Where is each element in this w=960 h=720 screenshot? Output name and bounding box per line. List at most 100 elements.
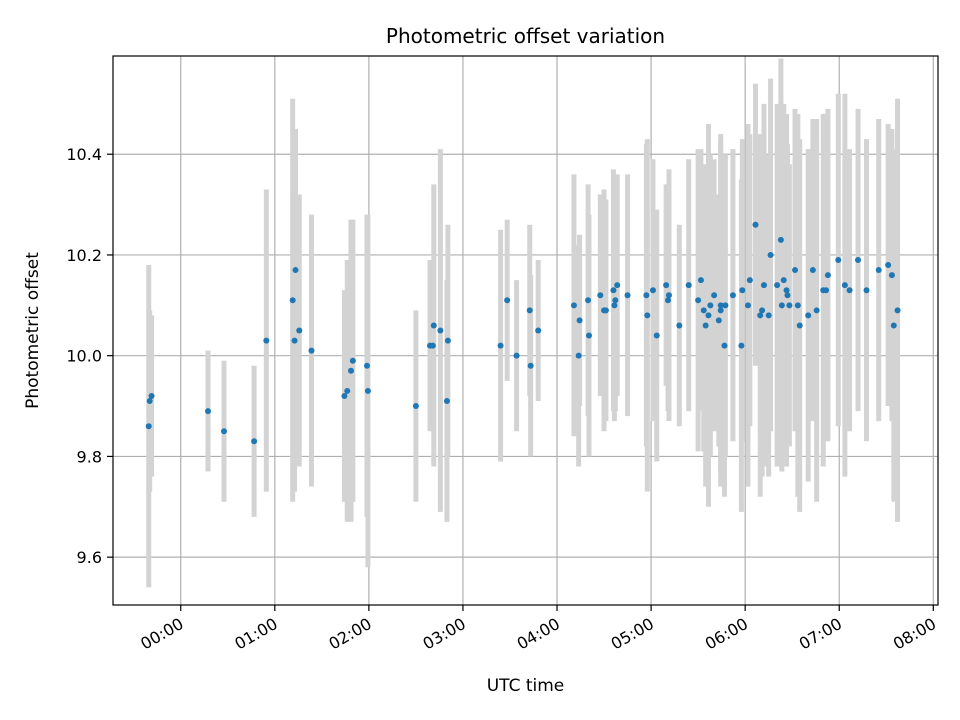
data-point	[746, 277, 753, 284]
data-point	[665, 297, 672, 304]
data-point	[602, 307, 609, 314]
data-point	[875, 267, 882, 274]
data-point	[863, 287, 870, 294]
data-point	[855, 256, 862, 263]
data-point	[744, 302, 751, 309]
data-point	[805, 312, 812, 319]
data-points	[145, 221, 901, 445]
data-point	[796, 322, 803, 329]
data-point	[437, 327, 444, 334]
x-tick-label: 02:00	[325, 614, 374, 654]
data-point	[308, 347, 315, 354]
data-point	[412, 403, 419, 410]
data-point	[739, 287, 746, 294]
data-point	[205, 408, 212, 415]
chart-title: Photometric offset variation	[386, 24, 665, 48]
data-point	[576, 317, 583, 324]
data-point	[774, 282, 781, 289]
data-point	[349, 357, 356, 364]
data-point	[612, 297, 619, 304]
data-point	[721, 342, 728, 349]
data-point	[444, 337, 451, 344]
data-point	[760, 282, 767, 289]
data-point	[729, 292, 736, 299]
data-point	[757, 312, 764, 319]
data-point	[702, 322, 709, 329]
data-point	[644, 312, 651, 319]
data-point	[711, 292, 718, 299]
data-point	[697, 277, 704, 284]
data-point	[794, 302, 801, 309]
x-axis-label: UTC time	[487, 676, 565, 696]
data-point	[846, 287, 853, 294]
x-tick-label: 00:00	[137, 614, 186, 654]
data-point	[813, 307, 820, 314]
data-point	[526, 307, 533, 314]
data-point	[777, 236, 784, 243]
data-point	[341, 392, 348, 399]
data-point	[585, 332, 592, 339]
x-tick-label: 07:00	[796, 614, 845, 654]
data-point	[148, 392, 155, 399]
y-axis-label: Photometric offset	[23, 252, 43, 409]
plot-frame	[112, 55, 939, 606]
data-point	[780, 277, 787, 284]
data-point	[614, 282, 621, 289]
data-point	[624, 292, 631, 299]
data-point	[888, 272, 895, 279]
data-point	[663, 282, 670, 289]
data-point	[767, 251, 774, 258]
data-point	[291, 337, 298, 344]
data-point	[894, 307, 901, 314]
data-point	[429, 342, 436, 349]
x-tick-label: 06:00	[702, 614, 751, 654]
x-tick-label: 03:00	[420, 614, 469, 654]
data-point	[890, 322, 897, 329]
x-tick-label: 04:00	[514, 614, 563, 654]
data-point	[145, 423, 152, 430]
data-point	[752, 221, 759, 228]
data-point	[717, 307, 724, 314]
data-point	[717, 302, 724, 309]
data-point	[700, 307, 707, 314]
data-point	[653, 332, 660, 339]
y-tick-label: 9.6	[77, 548, 102, 567]
data-point	[786, 302, 793, 309]
data-point	[497, 342, 504, 349]
data-point	[705, 312, 712, 319]
y-tick-label: 10.4	[66, 145, 102, 164]
x-axis-ticks: 00:00 01:00 02:00 03:00 04:00 05:00 06:00 07:00…	[137, 605, 939, 654]
data-point	[263, 337, 270, 344]
data-point	[575, 352, 582, 359]
data-point	[722, 302, 729, 309]
data-point	[778, 302, 785, 309]
data-point	[715, 317, 722, 324]
data-point	[296, 327, 303, 334]
data-point	[504, 297, 511, 304]
data-point	[535, 327, 542, 334]
data-point	[364, 387, 371, 394]
data-point	[347, 367, 354, 374]
data-point	[665, 292, 672, 299]
error-bars	[146, 58, 901, 588]
data-point	[443, 398, 450, 405]
data-point	[597, 292, 604, 299]
data-point	[611, 302, 618, 309]
data-point	[885, 262, 892, 269]
data-point	[430, 322, 437, 329]
data-point	[146, 398, 153, 405]
data-point	[289, 297, 296, 304]
y-axis-ticks: 9.6 9.8 10.0 10.2 10.4	[66, 145, 113, 567]
data-point	[363, 362, 370, 369]
data-point	[823, 287, 830, 294]
data-point	[784, 292, 791, 299]
data-point	[783, 287, 790, 294]
data-point	[738, 342, 745, 349]
x-tick-label: 05:00	[608, 614, 657, 654]
data-point	[841, 282, 848, 289]
data-point	[759, 307, 766, 314]
data-point	[685, 282, 692, 289]
y-tick-label: 9.8	[77, 447, 102, 466]
